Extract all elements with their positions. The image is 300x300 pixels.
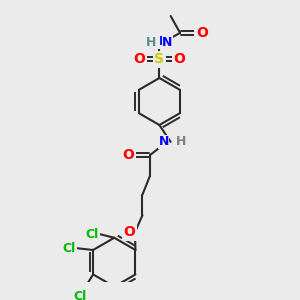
Text: N: N — [158, 135, 169, 148]
Text: O: O — [134, 52, 146, 66]
Text: H: H — [151, 35, 161, 48]
Text: N: N — [159, 35, 169, 48]
Text: N: N — [162, 36, 172, 49]
Text: Cl: Cl — [85, 227, 98, 241]
Text: H: H — [146, 36, 157, 49]
Text: S: S — [154, 52, 164, 66]
Text: H: H — [176, 135, 187, 148]
Text: O: O — [123, 225, 135, 239]
Text: O: O — [122, 148, 134, 162]
Text: O: O — [173, 52, 185, 66]
Text: Cl: Cl — [62, 242, 75, 255]
Text: Cl: Cl — [73, 290, 87, 300]
Text: O: O — [196, 26, 208, 40]
